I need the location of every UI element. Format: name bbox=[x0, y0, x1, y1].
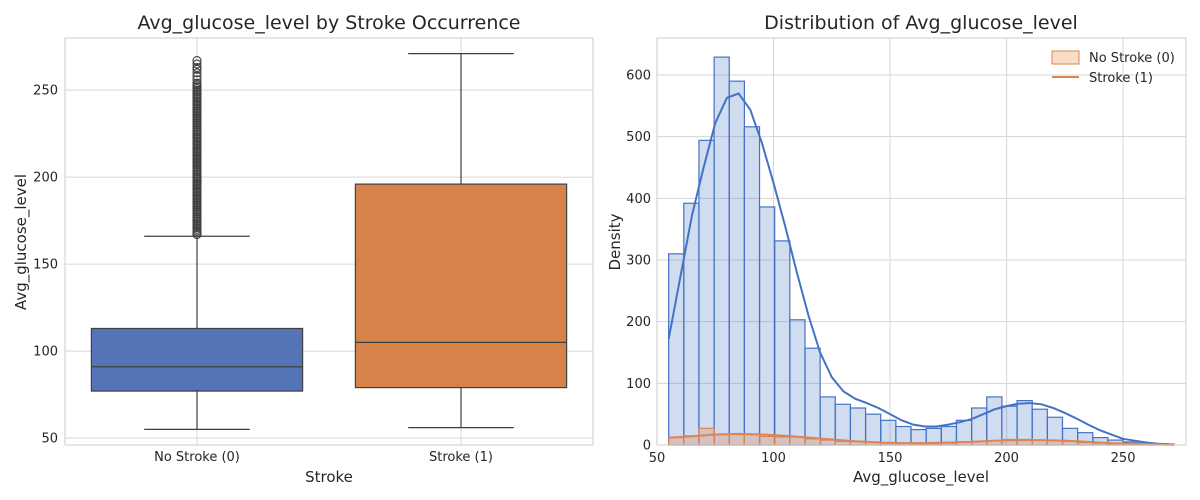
legend-swatch-no-stroke bbox=[1051, 50, 1080, 65]
boxplot-title: Avg_glucose_level by Stroke Occurrence bbox=[137, 12, 520, 34]
outlier-point bbox=[192, 56, 202, 66]
x-tick-label: 150 bbox=[878, 451, 903, 466]
boxplot-frame bbox=[64, 37, 594, 446]
y-tick-label: 50 bbox=[41, 432, 58, 447]
x-tick-label: Stroke (1) bbox=[429, 450, 493, 465]
legend-label-stroke: Stroke (1) bbox=[1089, 71, 1153, 86]
outlier-point bbox=[192, 63, 202, 73]
x-tick-label: 100 bbox=[761, 451, 786, 466]
histogram-ylabel: Density bbox=[606, 213, 624, 270]
histogram-ticks: 0 100 200 300 400 500 600 50 100 150 200 250 bbox=[626, 69, 1135, 467]
y-tick-label: 400 bbox=[626, 192, 651, 207]
boxplot-panel: 50 100 150 200 250 No Stroke (0) Stroke (1) Av… bbox=[12, 12, 594, 486]
box-group bbox=[354, 53, 568, 429]
iqr-box bbox=[90, 327, 304, 392]
histogram-frame bbox=[656, 37, 1187, 446]
y-tick-label: 100 bbox=[626, 377, 651, 392]
histogram-title: Distribution of Avg_glucose_level bbox=[764, 12, 1078, 34]
y-tick-label: 600 bbox=[626, 69, 651, 84]
x-tick-label: 200 bbox=[994, 451, 1019, 466]
x-tick-label: No Stroke (0) bbox=[154, 450, 240, 465]
y-tick-label: 100 bbox=[33, 345, 58, 360]
x-tick-label: 250 bbox=[1111, 451, 1136, 466]
outlier-point bbox=[192, 78, 202, 88]
y-tick-label: 250 bbox=[33, 84, 58, 99]
boxplot-ylabel: Avg_glucose_level bbox=[12, 174, 31, 310]
histogram-gridlines bbox=[656, 38, 1186, 446]
kde-line bbox=[668, 432, 1175, 446]
y-tick-label: 300 bbox=[626, 254, 651, 269]
y-tick-label: 200 bbox=[626, 315, 651, 330]
legend-label-no-stroke: No Stroke (0) bbox=[1089, 51, 1175, 66]
histogram-fill bbox=[668, 57, 1169, 445]
y-tick-label: 200 bbox=[33, 171, 58, 186]
boxplot-marks bbox=[90, 53, 568, 430]
y-tick-label: 150 bbox=[33, 258, 58, 273]
histogram-legend: No Stroke (0) Stroke (1) bbox=[1051, 50, 1175, 86]
outlier-point bbox=[192, 68, 202, 78]
x-tick-label: 50 bbox=[649, 451, 666, 466]
y-tick-label: 0 bbox=[643, 439, 651, 454]
kde-line bbox=[667, 92, 1175, 446]
histogram-plot-area bbox=[657, 38, 1186, 445]
boxplot-xlabel: Stroke bbox=[305, 468, 353, 486]
histogram-panel: 0 100 200 300 400 500 600 50 100 150 200 250 Distri… bbox=[606, 12, 1187, 487]
iqr-box bbox=[354, 183, 568, 389]
histogram-xlabel: Avg_glucose_level bbox=[853, 468, 989, 487]
boxplot-ticks: 50 100 150 200 250 No Stroke (0) Stroke (1) bbox=[33, 84, 493, 465]
box-group bbox=[90, 56, 304, 430]
outlier-point bbox=[192, 59, 202, 69]
outlier-point bbox=[192, 71, 202, 81]
outlier-point bbox=[192, 75, 202, 85]
y-tick-label: 500 bbox=[626, 130, 651, 145]
